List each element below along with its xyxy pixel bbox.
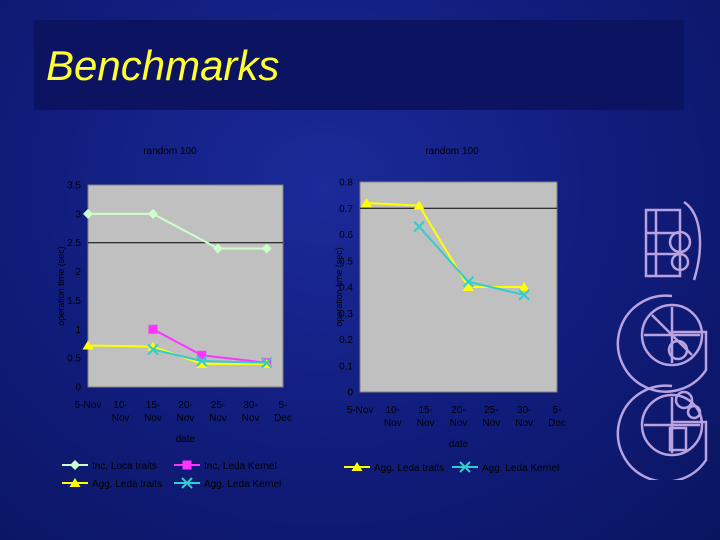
x-tick-label: 5-Nov (75, 400, 102, 411)
x-tick-label: 30- (517, 405, 531, 416)
data-point (261, 243, 272, 254)
data-point (518, 282, 530, 291)
legend-label: Agg. Leda Kernel (482, 463, 559, 474)
x-tick-label: Nov (450, 418, 468, 429)
y-tick-label: 0.4 (339, 283, 353, 294)
legend-label: Inc, Loca traits (92, 461, 157, 472)
legend-label: Agg. Leda traits (92, 479, 162, 490)
legend-marker (459, 461, 471, 473)
data-point (462, 276, 475, 288)
data-point (361, 198, 373, 207)
x-tick-label: 10- (113, 400, 127, 411)
legend-marker (181, 477, 193, 489)
plot-area (87, 184, 284, 388)
y-tick-label: 0.3 (339, 309, 353, 320)
x-tick-label: Nov (417, 418, 435, 429)
chart-title: random 100 (143, 146, 197, 157)
y-tick-label: 1 (75, 325, 81, 336)
x-tick-label: 25- (484, 405, 498, 416)
x-tick-label: 15- (146, 400, 160, 411)
data-point (148, 208, 158, 219)
plot-area (359, 181, 558, 393)
x-tick-label: Dec (548, 418, 566, 429)
x-tick-label: 5-Nov (347, 405, 374, 416)
series-line (88, 212, 267, 250)
data-point (196, 358, 208, 368)
x-tick-label: 30- (243, 400, 257, 411)
x-tick-label: 5- (553, 405, 562, 416)
slide-title: Benchmarks (46, 42, 280, 89)
data-point (413, 220, 425, 233)
x-tick-label: Nov (177, 413, 195, 424)
y-tick-label: 0.5 (339, 256, 353, 267)
legend-marker (182, 460, 192, 470)
data-point (413, 200, 425, 210)
x-tick-label: 20- (178, 400, 192, 411)
y-tick-label: 0.2 (339, 335, 353, 346)
y-tick-label: 0 (347, 388, 353, 399)
x-tick-label: 15- (418, 405, 432, 416)
x-tick-label: 20- (451, 405, 465, 416)
x-tick-label: Nov (209, 413, 227, 424)
x-tick-label: Nov (515, 418, 533, 429)
y-axis-label: operation time (sec) (334, 247, 344, 327)
data-point (462, 282, 474, 291)
data-point (261, 357, 273, 369)
y-tick-label: 3 (75, 209, 81, 220)
y-tick-label: 0 (75, 383, 81, 394)
legend-marker (70, 460, 80, 470)
y-tick-label: 2 (75, 267, 81, 278)
chart-title: random 100 (425, 146, 479, 157)
logo-icon (616, 200, 708, 480)
title-band: Benchmarks (34, 20, 684, 110)
data-point (83, 208, 93, 219)
x-tick-label: Nov (112, 413, 130, 424)
x-tick-label: 5- (279, 400, 288, 411)
chart-left: random 100 operation time (sec) 0 0.5 1 1.5 2 2… (56, 146, 292, 490)
data-point (147, 341, 159, 351)
legend-label: Inc, Leda Kernel (204, 461, 277, 472)
y-tick-label: 0.1 (339, 361, 353, 372)
series-line (366, 202, 525, 288)
y-axis-label: operation time (sec) (56, 246, 66, 326)
x-axis-label: date (176, 434, 196, 445)
y-tick-label: 0.8 (339, 178, 353, 189)
legend-label: Agg. Leda traits (374, 463, 444, 474)
chart-right: random 100 operation time (sec) 0 0.1 0.2 0.3… (334, 146, 566, 474)
legend-label: Agg. Leda Kernel (204, 479, 281, 490)
y-tick-label: 2.5 (67, 238, 81, 249)
x-axis-label: date (449, 439, 469, 450)
data-point (147, 343, 159, 356)
legend-marker (351, 462, 363, 471)
y-tick-label: 0.7 (339, 204, 353, 215)
data-point (82, 340, 94, 350)
y-tick-label: 0.6 (339, 230, 353, 241)
legend-marker (69, 478, 81, 487)
y-tick-label: 1.5 (67, 296, 81, 307)
data-point (196, 355, 208, 367)
data-point (148, 324, 158, 334)
x-tick-label: Nov (242, 413, 260, 424)
data-point (213, 243, 223, 254)
x-tick-label: 25- (211, 400, 225, 411)
x-tick-label: Dec (274, 413, 292, 424)
y-tick-label: 3.5 (67, 181, 81, 192)
x-tick-label: Nov (384, 418, 402, 429)
data-point (197, 350, 207, 360)
x-tick-label: Nov (482, 418, 500, 429)
data-point (518, 289, 530, 301)
x-tick-label: Nov (144, 413, 162, 424)
x-tick-label: 10- (386, 405, 400, 416)
y-tick-label: 0.5 (67, 354, 81, 365)
